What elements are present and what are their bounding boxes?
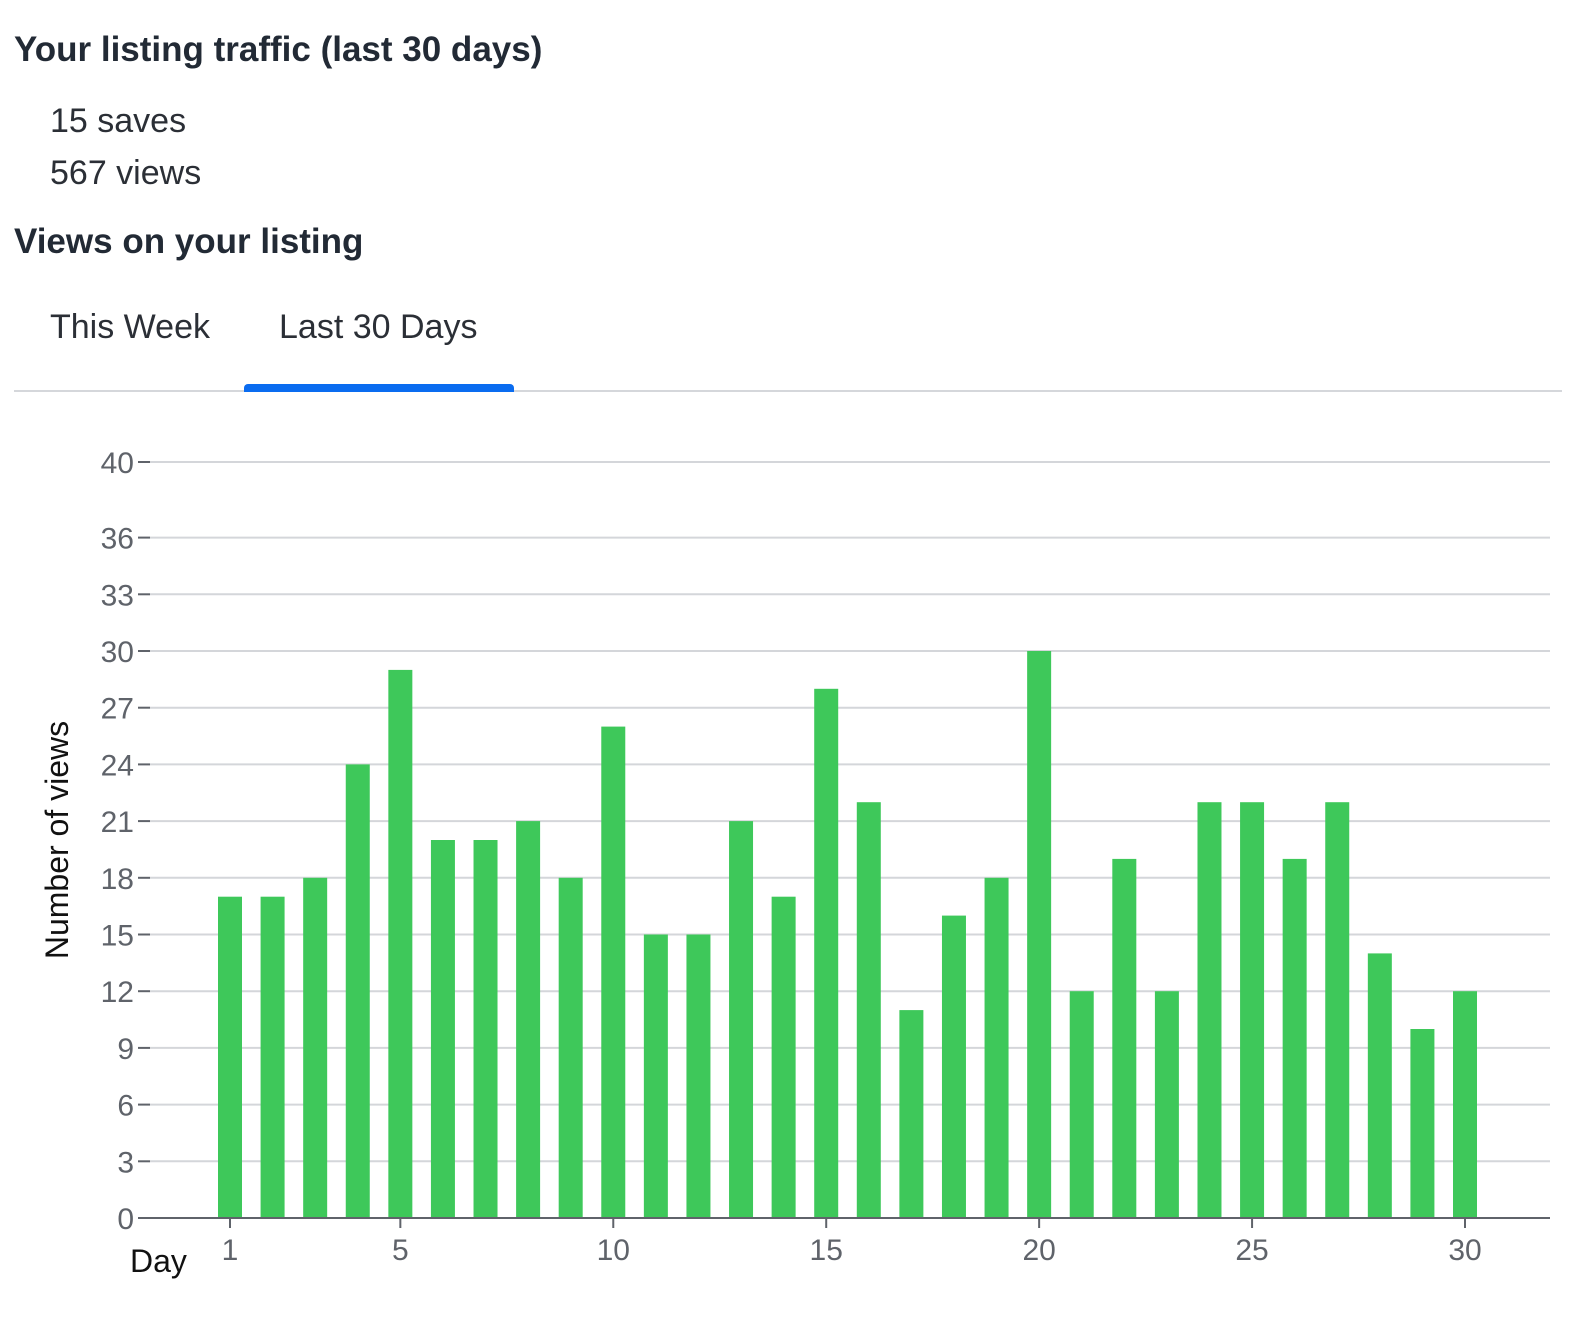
x-tick-label: 5 (392, 1234, 409, 1267)
bar-day-1[interactable] (218, 896, 242, 1218)
x-tick-label: 1 (222, 1234, 239, 1267)
bar-day-30[interactable] (1453, 991, 1477, 1218)
x-tick-label: 25 (1235, 1234, 1268, 1267)
bar-day-11[interactable] (643, 934, 668, 1219)
y-tick-label: 3 (117, 1146, 134, 1179)
bar-day-10[interactable] (601, 726, 626, 1218)
bar-day-16[interactable] (856, 802, 881, 1218)
bar-day-29[interactable] (1410, 1029, 1435, 1218)
y-tick-label: 30 (101, 636, 134, 669)
x-tick-label: 10 (597, 1234, 630, 1267)
y-tick-label: 12 (101, 976, 134, 1009)
bar-day-13[interactable] (729, 821, 754, 1218)
x-tick-label: 15 (810, 1234, 843, 1267)
y-tick-label: 6 (117, 1090, 134, 1123)
bar-day-27[interactable] (1325, 802, 1350, 1218)
bar-day-24[interactable] (1197, 802, 1222, 1218)
bar-day-26[interactable] (1282, 858, 1307, 1218)
page-title: Your listing traffic (last 30 days) (14, 30, 543, 69)
y-tick-label: 0 (117, 1203, 134, 1236)
bar-day-12[interactable] (686, 934, 711, 1219)
y-tick-label: 9 (117, 1033, 134, 1066)
x-tick-label: 20 (1022, 1234, 1055, 1267)
bar-day-2[interactable] (260, 896, 285, 1218)
y-tick-label: 33 (101, 579, 134, 612)
y-tick-label: 15 (101, 920, 134, 953)
bar-day-8[interactable] (516, 821, 541, 1218)
bar-day-21[interactable] (1069, 991, 1094, 1218)
bar-day-4[interactable] (345, 764, 370, 1218)
y-tick-label: 36 (101, 523, 134, 556)
y-axis-title: Number of views (39, 721, 75, 959)
bar-day-9[interactable] (558, 877, 583, 1218)
bar-day-6[interactable] (430, 840, 455, 1218)
grid-lines (150, 461, 1550, 1163)
bars (218, 651, 1477, 1218)
bar-day-5[interactable] (388, 669, 413, 1218)
bar-day-15[interactable] (814, 688, 839, 1218)
bar-day-18[interactable] (941, 915, 966, 1218)
range-tabs: This Week Last 30 Days (14, 290, 1562, 392)
y-tick-label: 21 (101, 806, 134, 839)
views-count: 567 views (50, 154, 202, 192)
bar-day-7[interactable] (473, 840, 498, 1218)
tab-last-30-days[interactable]: Last 30 Days (279, 308, 478, 346)
section-title: Views on your listing (14, 222, 364, 261)
bar-day-22[interactable] (1112, 858, 1137, 1218)
bar-day-20[interactable] (1027, 651, 1052, 1218)
x-tick-label: 30 (1448, 1234, 1481, 1267)
active-tab-indicator (244, 384, 514, 392)
bar-day-19[interactable] (984, 877, 1009, 1218)
bar-day-28[interactable] (1367, 953, 1392, 1218)
tab-this-week[interactable]: This Week (50, 308, 210, 346)
x-axis-title: Day (130, 1243, 187, 1279)
y-tick-label: 40 (101, 447, 134, 480)
bar-day-23[interactable] (1154, 991, 1179, 1218)
saves-count: 15 saves (50, 102, 187, 140)
y-tick-label: 27 (101, 693, 134, 726)
bar-day-3[interactable] (303, 877, 328, 1218)
bar-day-14[interactable] (771, 896, 796, 1218)
y-tick-label: 18 (101, 863, 134, 896)
bar-day-25[interactable] (1240, 802, 1265, 1218)
bar-day-17[interactable] (899, 1010, 924, 1218)
y-tick-label: 24 (101, 749, 134, 782)
